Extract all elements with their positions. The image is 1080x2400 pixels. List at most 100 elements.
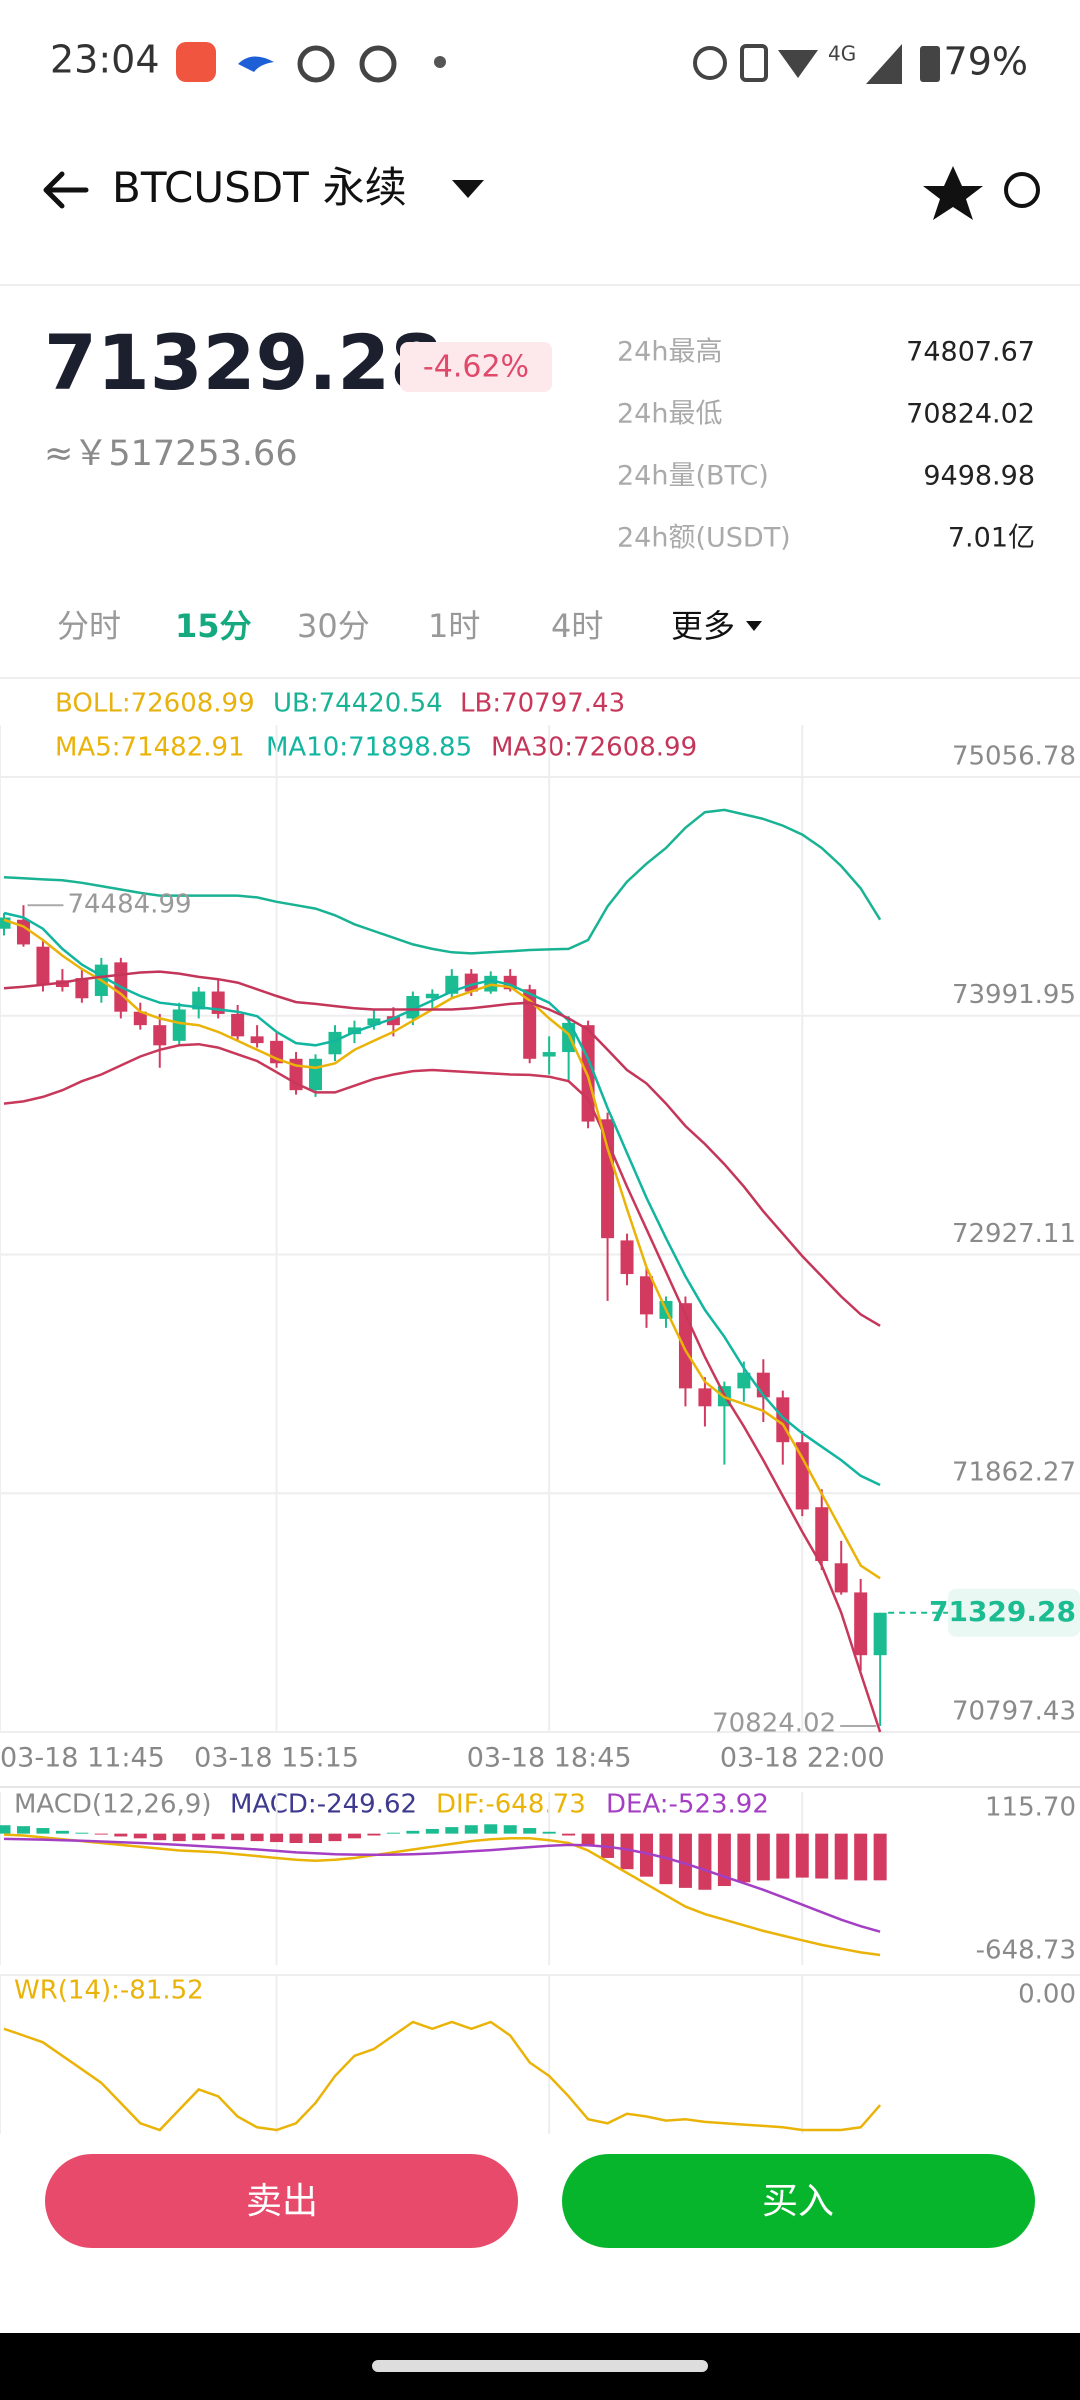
candle-body bbox=[425, 993, 439, 999]
macd-bar bbox=[562, 1833, 576, 1836]
macd-bar bbox=[484, 1824, 498, 1834]
app-icon bbox=[176, 42, 216, 82]
sell-button[interactable] bbox=[45, 2154, 518, 2248]
macd-bar bbox=[503, 1825, 517, 1834]
legend-entry: MA30:72608.99 bbox=[491, 733, 697, 763]
macd-bar bbox=[698, 1833, 712, 1890]
macd-bar bbox=[523, 1828, 537, 1834]
app-icon bbox=[359, 45, 397, 83]
macd-bar bbox=[75, 1832, 89, 1834]
macd-bar bbox=[133, 1833, 147, 1839]
signal-icon bbox=[866, 44, 902, 84]
y-tick-label: 73991.95 bbox=[952, 980, 1076, 1010]
macd-bar bbox=[367, 1833, 381, 1836]
tab[interactable]: 更多 bbox=[671, 607, 735, 645]
candle-body bbox=[386, 1016, 400, 1026]
header-title[interactable]: BTCUSDT 永续 bbox=[112, 163, 407, 212]
app-icon bbox=[297, 45, 335, 83]
indicator-line bbox=[3, 808, 882, 955]
indicator-line bbox=[3, 970, 881, 1327]
macd-bar bbox=[737, 1833, 751, 1883]
indicator-line bbox=[3, 1833, 881, 1957]
candle-body bbox=[523, 989, 537, 1059]
dropdown-icon[interactable] bbox=[452, 180, 484, 198]
status-battery: 79% bbox=[944, 40, 1028, 84]
macd-bar bbox=[834, 1833, 848, 1880]
stat-label: 24h量(BTC) bbox=[617, 461, 769, 492]
more-arrow[interactable] bbox=[746, 621, 762, 631]
change-percent: -4.62% bbox=[423, 350, 529, 385]
stats: 24h最高 74807.67 24h最低 70824.02 24h量(BTC) 9498.… bbox=[617, 337, 1035, 554]
macd-bar bbox=[172, 1833, 186, 1842]
candle-body bbox=[328, 1031, 342, 1055]
y-tick-label: 75056.78 bbox=[952, 742, 1076, 772]
macd-bar bbox=[640, 1833, 654, 1877]
macd-title: MACD(12,26,9) bbox=[14, 1790, 211, 1820]
tab[interactable]: 1时 bbox=[428, 607, 480, 645]
stat-label: 24h最低 bbox=[617, 399, 722, 430]
macd-bar bbox=[873, 1833, 887, 1881]
macd-bar bbox=[231, 1833, 245, 1841]
macd-bar bbox=[16, 1826, 30, 1834]
indicator-line bbox=[3, 1042, 882, 1733]
cny-price: ≈￥517253.66 bbox=[44, 434, 298, 474]
back-button[interactable] bbox=[43, 171, 89, 209]
stat-value: 7.01亿 bbox=[948, 523, 1035, 554]
macd-bar bbox=[542, 1831, 556, 1834]
macd-bar bbox=[581, 1833, 595, 1845]
buy-button[interactable] bbox=[562, 2154, 1035, 2248]
y-tick-label: -648.73 bbox=[976, 1936, 1076, 1966]
y-tick-label: 70797.43 bbox=[952, 1697, 1076, 1727]
tab[interactable]: 15分 bbox=[175, 607, 252, 645]
candle-body bbox=[795, 1442, 809, 1510]
candle-body bbox=[854, 1592, 868, 1656]
macd-bar bbox=[289, 1833, 303, 1843]
macd-bar bbox=[717, 1833, 731, 1887]
macd-bar bbox=[328, 1833, 342, 1842]
macd-bar bbox=[153, 1833, 167, 1841]
stat-label: 24h最高 bbox=[617, 337, 722, 368]
macd-bar bbox=[406, 1830, 420, 1834]
wifi-icon bbox=[778, 50, 818, 78]
macd-bar bbox=[347, 1833, 361, 1839]
tab[interactable]: 分时 bbox=[57, 607, 121, 645]
favorite-icon[interactable] bbox=[923, 166, 983, 220]
macd-bar bbox=[211, 1833, 225, 1840]
candle-body bbox=[153, 1025, 167, 1046]
candle-body bbox=[620, 1240, 634, 1275]
macd-bar bbox=[678, 1833, 692, 1888]
macd-bar bbox=[94, 1833, 108, 1835]
macd-bar bbox=[309, 1833, 323, 1843]
legend-entry: DEA:-523.92 bbox=[606, 1790, 769, 1820]
legend-entry: MA10:71898.85 bbox=[266, 733, 472, 763]
status-time: 23:04 bbox=[50, 38, 160, 82]
candle-body bbox=[640, 1276, 654, 1315]
macd-bar bbox=[0, 1825, 11, 1834]
macd-bar bbox=[270, 1833, 284, 1843]
change-badge bbox=[400, 342, 552, 392]
last-price: 71329.28 bbox=[44, 318, 443, 407]
candle-body bbox=[231, 1013, 245, 1037]
indicator-line bbox=[3, 2020, 882, 2132]
home-indicator[interactable] bbox=[372, 2360, 708, 2372]
x-tick-label: 03-18 22:00 bbox=[720, 1743, 885, 1774]
tab[interactable]: 30分 bbox=[297, 607, 370, 645]
candle-body bbox=[192, 991, 206, 1010]
macd-bar bbox=[464, 1825, 478, 1834]
candle-body bbox=[873, 1612, 887, 1656]
stat-value: 70824.02 bbox=[906, 399, 1035, 430]
macd-bar bbox=[815, 1833, 829, 1879]
y-tick-label: 72927.11 bbox=[952, 1219, 1076, 1249]
candle-body bbox=[698, 1388, 712, 1407]
stat-value: 9498.98 bbox=[923, 461, 1035, 492]
candle-body bbox=[367, 1018, 381, 1026]
app-icon bbox=[238, 56, 274, 72]
tab[interactable]: 4时 bbox=[551, 607, 603, 645]
candle-body bbox=[75, 978, 89, 999]
indicator-line bbox=[3, 918, 881, 1580]
low-marker: 70824.02 bbox=[712, 1709, 836, 1739]
alarm-icon bbox=[693, 46, 727, 80]
indicator-line bbox=[3, 1837, 881, 1933]
share-icon[interactable] bbox=[1004, 172, 1040, 208]
